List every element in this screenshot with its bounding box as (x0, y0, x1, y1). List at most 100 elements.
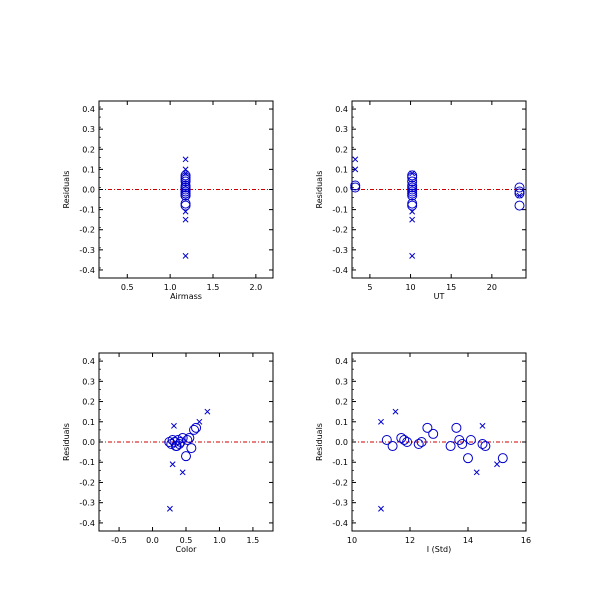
data-point-circle (451, 422, 462, 433)
y-tick-label: 0.0 (335, 186, 348, 195)
y-tick-label: -0.3 (332, 499, 348, 508)
x-tick-label: 0.5 (180, 536, 193, 545)
y-tick-label: -0.1 (79, 458, 95, 467)
y-tick-label: 0.4 (335, 357, 348, 366)
y-tick-label: 0.2 (335, 145, 348, 154)
data-point-circle (422, 422, 433, 433)
y-axis-label: Residuals (62, 423, 71, 461)
x-tick-label: 16 (521, 536, 531, 545)
x-axis-label: UT (434, 292, 445, 301)
data-point-circle (477, 439, 488, 450)
x-tick-label: -0.5 (111, 536, 127, 545)
x-tick-label: 2.0 (249, 283, 262, 292)
y-tick-label: 0.3 (335, 125, 348, 134)
x-tick-label: 20 (487, 283, 497, 292)
x-tick-label: 10 (347, 536, 357, 545)
data-point-circle (182, 434, 193, 445)
data-point-circle (387, 441, 398, 452)
y-tick-label: 0.2 (82, 398, 95, 407)
data-point-circle (445, 441, 456, 452)
data-point-cross (479, 422, 486, 429)
y-tick-label: -0.4 (332, 519, 348, 528)
data-point-cross (182, 252, 189, 259)
x-tick-label: 15 (446, 283, 456, 292)
y-tick-label: -0.1 (332, 206, 348, 215)
data-point-circle (184, 432, 195, 443)
data-point-cross (204, 408, 211, 415)
x-tick-label: 5 (367, 283, 372, 292)
data-point-circle (186, 443, 197, 454)
y-tick-label: 0.3 (335, 377, 348, 386)
data-point-cross (378, 418, 384, 425)
data-point-circle (457, 439, 468, 450)
x-tick-label: 12 (405, 536, 415, 545)
data-point-circle (189, 424, 200, 435)
data-point-circle (514, 182, 525, 193)
data-point-cross (409, 208, 416, 215)
data-point-circle (180, 176, 191, 187)
data-point-cross (392, 408, 399, 415)
x-tick-label: 0.0 (146, 536, 159, 545)
y-tick-label: 0.2 (82, 145, 95, 154)
y-tick-label: 0.4 (82, 105, 95, 114)
data-point-circle (402, 437, 413, 447)
data-point-cross (182, 170, 189, 177)
x-axis-label: I (Std) (427, 545, 451, 554)
data-point-circle (399, 434, 410, 445)
y-tick-label: -0.3 (79, 246, 95, 255)
y-tick-label: 0.3 (82, 377, 95, 386)
data-point-circle (180, 190, 191, 201)
y-tick-label: 0.4 (82, 357, 95, 366)
data-point-circle (180, 200, 191, 211)
y-tick-label: 0.1 (82, 418, 95, 427)
data-point-cross (494, 461, 500, 468)
data-point-circle (465, 434, 476, 445)
data-point-cross (169, 461, 176, 468)
data-point-circle (514, 188, 525, 199)
y-tick-label: -0.4 (332, 266, 348, 275)
data-point-circle (181, 451, 191, 462)
data-point-cross (182, 156, 189, 163)
data-point-cross (171, 422, 177, 429)
y-tick-label: 0.4 (335, 105, 348, 114)
data-point-circle (416, 437, 427, 447)
data-point-cross (378, 505, 384, 512)
data-point-cross (166, 505, 173, 512)
data-point-cross (473, 469, 480, 476)
y-tick-label: -0.2 (332, 478, 348, 487)
panel-ut: -0.4 -0.3 -0.2 -0.1 0.0 0.1 0.2 0.3 0.4 5 10 15 20 UT… (315, 100, 527, 301)
x-tick-label: 14 (463, 536, 473, 545)
data-point-cross (409, 252, 416, 259)
data-point-cross (409, 170, 416, 177)
data-point-cross (179, 469, 186, 476)
y-tick-label: 0.1 (335, 418, 348, 427)
x-tick-label: 0.5 (121, 283, 134, 292)
data-point-circle (463, 453, 473, 464)
data-point-circle (174, 439, 185, 450)
data-point-cross (516, 192, 523, 199)
data-point-circle (413, 439, 424, 450)
x-tick-label: 1.0 (213, 536, 226, 545)
data-point-circle (350, 182, 361, 193)
data-point-circle (381, 434, 392, 445)
x-tick-label: 1.0 (164, 283, 177, 292)
data-point-circle (497, 453, 508, 464)
y-tick-label: -0.1 (332, 458, 348, 467)
y-axis-label: Residuals (315, 423, 324, 461)
y-tick-label: -0.1 (79, 206, 95, 215)
data-point-circle (407, 200, 418, 211)
x-axis-label: Airmass (170, 292, 202, 301)
y-tick-label: 0.3 (82, 125, 95, 134)
y-tick-label: 0.0 (82, 438, 95, 447)
y-tick-label: 0.2 (335, 398, 348, 407)
data-point-circle (407, 176, 418, 187)
y-tick-label: -0.2 (79, 478, 95, 487)
x-tick-label: 1.5 (247, 536, 260, 545)
y-tick-label: -0.2 (332, 226, 348, 235)
y-tick-label: -0.4 (79, 266, 95, 275)
data-point-cross (352, 166, 359, 173)
data-point-cross (352, 156, 359, 163)
x-axis-label: Color (176, 545, 198, 554)
y-tick-label: -0.3 (332, 246, 348, 255)
